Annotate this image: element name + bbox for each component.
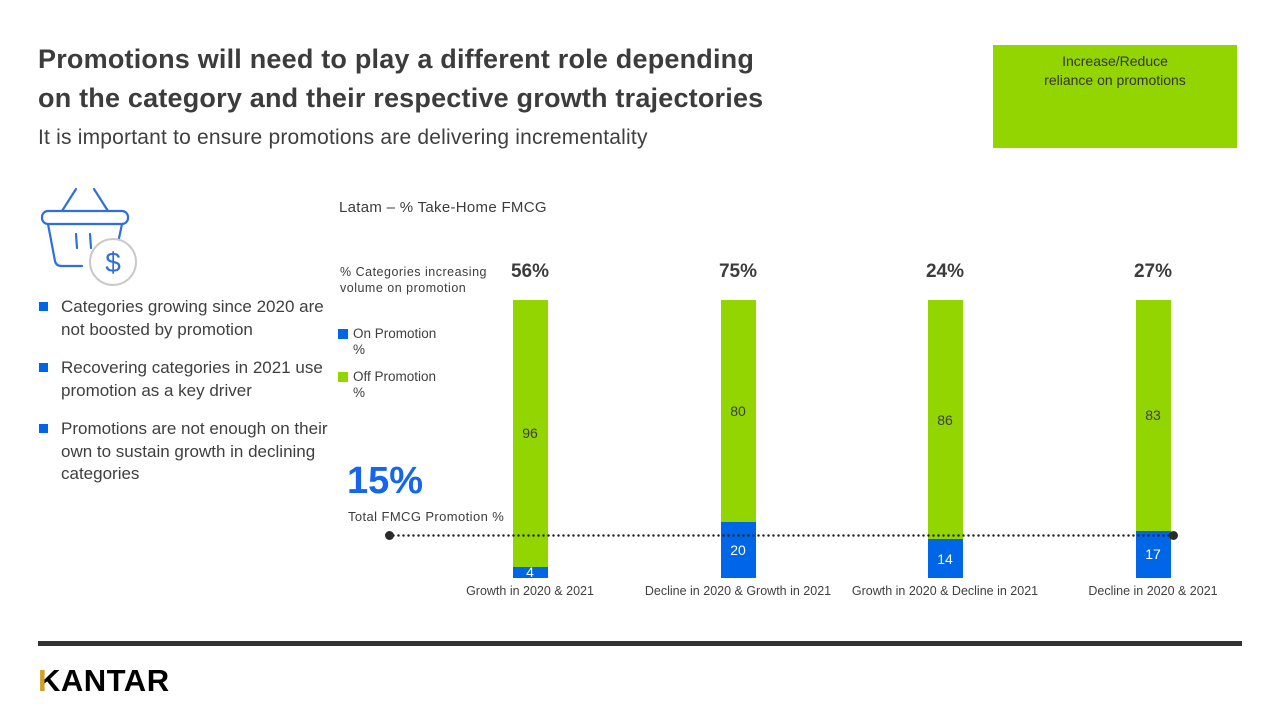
bar-top-label: 75% [718,261,758,282]
footer-divider [38,641,1242,646]
bar-segment-on-promotion: 14 [927,539,963,578]
reference-value: 15% [347,460,424,502]
chart-legend: On Promotion % Off Promotion % [338,326,443,412]
legend-swatch-blue-icon [338,329,348,339]
stacked-bar: 86 14 [927,300,963,578]
bar-segment-off-promotion: 83 [1135,300,1171,531]
reference-dotted-line [391,534,1174,537]
legend-item-off-promotion: Off Promotion % [338,369,443,401]
kantar-logo: KANTAR [38,663,170,699]
category-label: Growth in 2020 & Decline in 2021 [851,584,1039,598]
bar-segment-on-promotion: 17 [1135,530,1171,578]
page-title: Promotions will need to play a different… [38,40,968,118]
callout-text: Increase/Reduce reliance on promotions [1044,53,1186,88]
segment-value: 14 [937,550,953,567]
reference-line-end-dot [1169,531,1178,540]
page-title-line1: Promotions will need to play a different… [38,44,755,74]
bar-segment-off-promotion: 80 [720,300,756,523]
chart-title: Latam – % Take-Home FMCG [339,199,547,216]
chart-axis-note: % Categories increasing volume on promot… [340,265,487,295]
bar-group: 27% 83 17 Decline in 2020 & 2021 [1043,260,1263,605]
list-item: Recovering categories in 2021 use promot… [38,357,328,402]
category-label: Decline in 2020 & 2021 [1088,584,1218,598]
stacked-bar: 80 20 [720,300,756,578]
bullet-square-icon [39,363,48,372]
bar-group: 75% 80 20 Decline in 2020 & Growth in 20… [628,260,848,605]
segment-value: 20 [730,542,746,559]
dollar-icon: $ [105,247,121,278]
bullet-text: Promotions are not enough on their own t… [61,419,328,483]
list-item: Promotions are not enough on their own t… [38,418,328,486]
list-item: Categories growing since 2020 are not bo… [38,296,328,341]
callout-box: Increase/Reduce reliance on promotions [993,45,1237,148]
bullet-square-icon [39,424,48,433]
segment-value: 96 [522,425,538,442]
legend-label: On Promotion % [353,326,437,357]
bar-segment-off-promotion: 96 [512,300,548,567]
page-subtitle: It is important to ensure promotions are… [38,126,648,149]
legend-item-on-promotion: On Promotion % [338,326,443,358]
shopping-basket-dollar-icon: $ [34,181,152,296]
segment-value: 17 [1145,546,1161,563]
key-points-list: Categories growing since 2020 are not bo… [38,296,328,502]
category-label: Decline in 2020 & Growth in 2021 [644,584,832,598]
category-label: Growth in 2020 & 2021 [466,584,594,598]
legend-swatch-green-icon [338,372,348,382]
segment-value: 80 [730,403,746,420]
legend-label: Off Promotion % [353,369,437,400]
bar-segment-on-promotion: 20 [720,522,756,578]
bullet-text: Categories growing since 2020 are not bo… [61,297,324,339]
stacked-bar: 83 17 [1135,300,1171,578]
segment-value: 86 [937,411,953,428]
bar-segment-off-promotion: 86 [927,300,963,540]
page-title-line2: on the category and their respective gro… [38,83,764,113]
segment-value: 83 [1145,407,1161,424]
bullet-text: Recovering categories in 2021 use promot… [61,358,323,400]
segment-value: 4 [526,564,534,581]
stacked-bar: 96 4 [512,300,548,581]
bar-group: 24% 86 14 Growth in 2020 & Decline in 20… [835,260,1055,605]
bar-segment-on-promotion: 4 [512,564,548,581]
reference-value-caption: Total FMCG Promotion % [348,509,505,524]
kantar-logo-k: K [38,663,61,698]
kantar-logo-rest: ANTAR [60,663,170,698]
bar-group: 56% 96 4 Growth in 2020 & 2021 [420,260,640,605]
bullet-square-icon [39,302,48,311]
bar-top-label: 24% [925,261,965,282]
reference-line-start-dot [385,531,394,540]
bar-top-label: 27% [1133,261,1173,282]
bar-top-label: 56% [510,261,550,282]
